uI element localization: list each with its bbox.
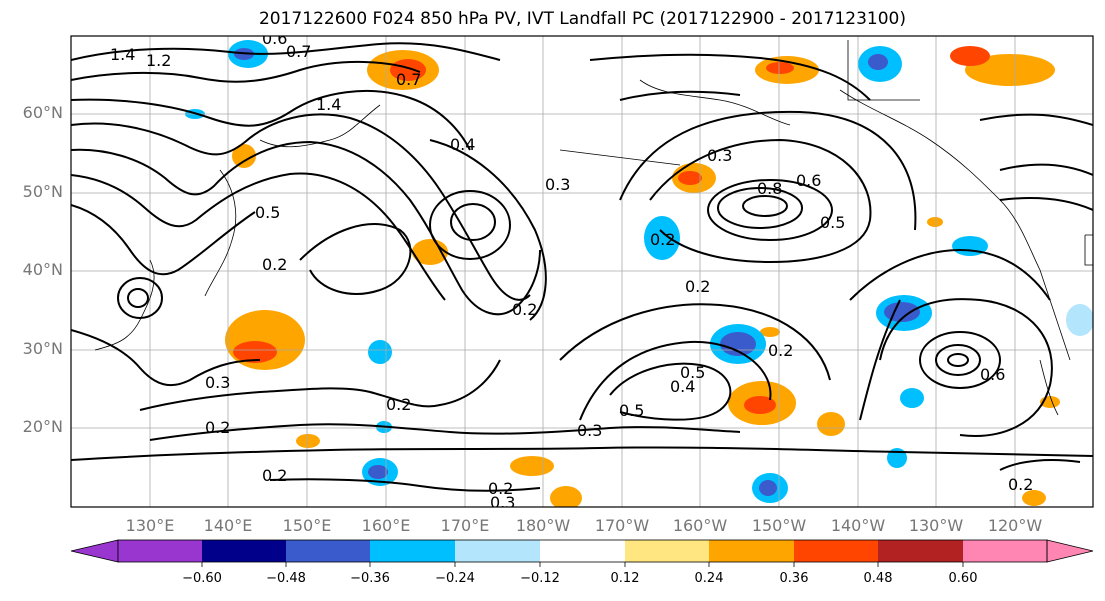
contour-label: 0.4 xyxy=(670,377,695,396)
colorbar-tick-label: 0.48 xyxy=(863,571,893,586)
colorbar-segment xyxy=(370,540,455,562)
lon-label: 140°E xyxy=(203,516,253,535)
contour-label: 0.2 xyxy=(386,395,411,414)
colorbar-tick-label: 0.60 xyxy=(948,571,978,586)
contour-label: 0.2 xyxy=(262,255,287,274)
colorbar-segment xyxy=(202,540,286,562)
colorbar-segment xyxy=(709,540,794,562)
contour-label: 0.3 xyxy=(205,373,230,392)
plot-frame xyxy=(70,35,1094,508)
colorbar-segment xyxy=(794,540,878,562)
contour-label: 0.6 xyxy=(796,171,821,190)
contour-label: 0.2 xyxy=(205,418,230,437)
colorbar-segment xyxy=(540,540,625,562)
contour-label: 0.8 xyxy=(757,179,782,198)
contour-label: 1.4 xyxy=(110,45,135,64)
contour-label: 1.4 xyxy=(316,95,341,114)
graticule xyxy=(71,36,1093,507)
lat-label: 60°N xyxy=(22,103,63,122)
contour-label: 0.2 xyxy=(685,277,710,296)
colorbar-tick-label: 0.12 xyxy=(610,571,640,586)
lon-label: 130°W xyxy=(908,516,964,535)
colorbar-segment xyxy=(878,540,963,562)
contour-label: 0.2 xyxy=(512,300,537,319)
colorbar-segment xyxy=(455,540,540,562)
contour-label: 0.7 xyxy=(286,42,311,61)
colorbar-tick-label: −0.24 xyxy=(435,571,475,586)
contour-label: 0.4 xyxy=(450,135,475,154)
contour-label: 0.2 xyxy=(768,341,793,360)
colorbar-segment xyxy=(963,540,1047,562)
contour-label: 0.3 xyxy=(707,146,732,165)
contour-label: 0.2 xyxy=(1008,475,1033,494)
contour-label: 0.5 xyxy=(680,363,705,382)
lon-label: 170°E xyxy=(440,516,490,535)
colorbar-tick-label: 0.36 xyxy=(779,571,809,586)
colorbar-segment xyxy=(118,540,202,562)
contour-label: 0.2 xyxy=(262,466,287,485)
lat-label: 20°N xyxy=(22,417,63,436)
contour-label: 0.5 xyxy=(820,213,845,232)
coastlines xyxy=(94,40,1093,416)
contour-label: 0.5 xyxy=(255,203,280,222)
map-title: 2017122600 F024 850 hPa PV, IVT Landfall… xyxy=(258,9,906,29)
contour-label: 0.6 xyxy=(980,365,1005,384)
colorbar-ticks xyxy=(201,562,964,567)
pv-contours xyxy=(71,42,1093,492)
colorbar-segment xyxy=(625,540,709,562)
lon-label: 150°W xyxy=(751,516,807,535)
lat-label: 40°N xyxy=(22,260,63,279)
contour-label: 0.2 xyxy=(488,479,513,498)
lon-label: 120°W xyxy=(987,516,1043,535)
lon-label: 140°W xyxy=(830,516,886,535)
lon-label: 150°E xyxy=(282,516,332,535)
lon-label: 170°W xyxy=(594,516,650,535)
lon-label: 160°W xyxy=(672,516,728,535)
lon-label: 160°E xyxy=(361,516,411,535)
shading-layer xyxy=(185,40,1093,507)
colorbar-low-extend xyxy=(70,539,119,563)
contour-label: 0.7 xyxy=(396,70,421,89)
contour-labels: 1.4 1.2 0.7 0.6 0.5 1.4 0.4 0.3 0.2 0.8 … xyxy=(110,29,1033,512)
colorbar-tick-label: 0.24 xyxy=(694,571,724,586)
contour-label: 0.6 xyxy=(262,29,287,48)
lon-label: 180°W xyxy=(515,516,571,535)
contour-label: 0.3 xyxy=(490,493,515,512)
colorbar-frame xyxy=(117,539,1048,563)
lat-label: 50°N xyxy=(22,182,63,201)
contour-label: 0.2 xyxy=(650,230,675,249)
lat-label: 30°N xyxy=(22,339,63,358)
contour-label: 0.3 xyxy=(545,175,570,194)
colorbar-tick-label: −0.60 xyxy=(182,571,222,586)
colorbar-tick-label: −0.36 xyxy=(350,571,390,586)
contour-label: 0.3 xyxy=(577,421,602,440)
colorbar-tick-label: −0.48 xyxy=(266,571,306,586)
contour-label: 0.5 xyxy=(619,401,644,420)
colorbar-segment xyxy=(286,540,370,562)
colorbar-high-extend xyxy=(1046,539,1094,563)
lon-label: 130°E xyxy=(125,516,175,535)
contour-label: 1.2 xyxy=(146,51,171,70)
colorbar-tick-label: −0.12 xyxy=(520,571,560,586)
